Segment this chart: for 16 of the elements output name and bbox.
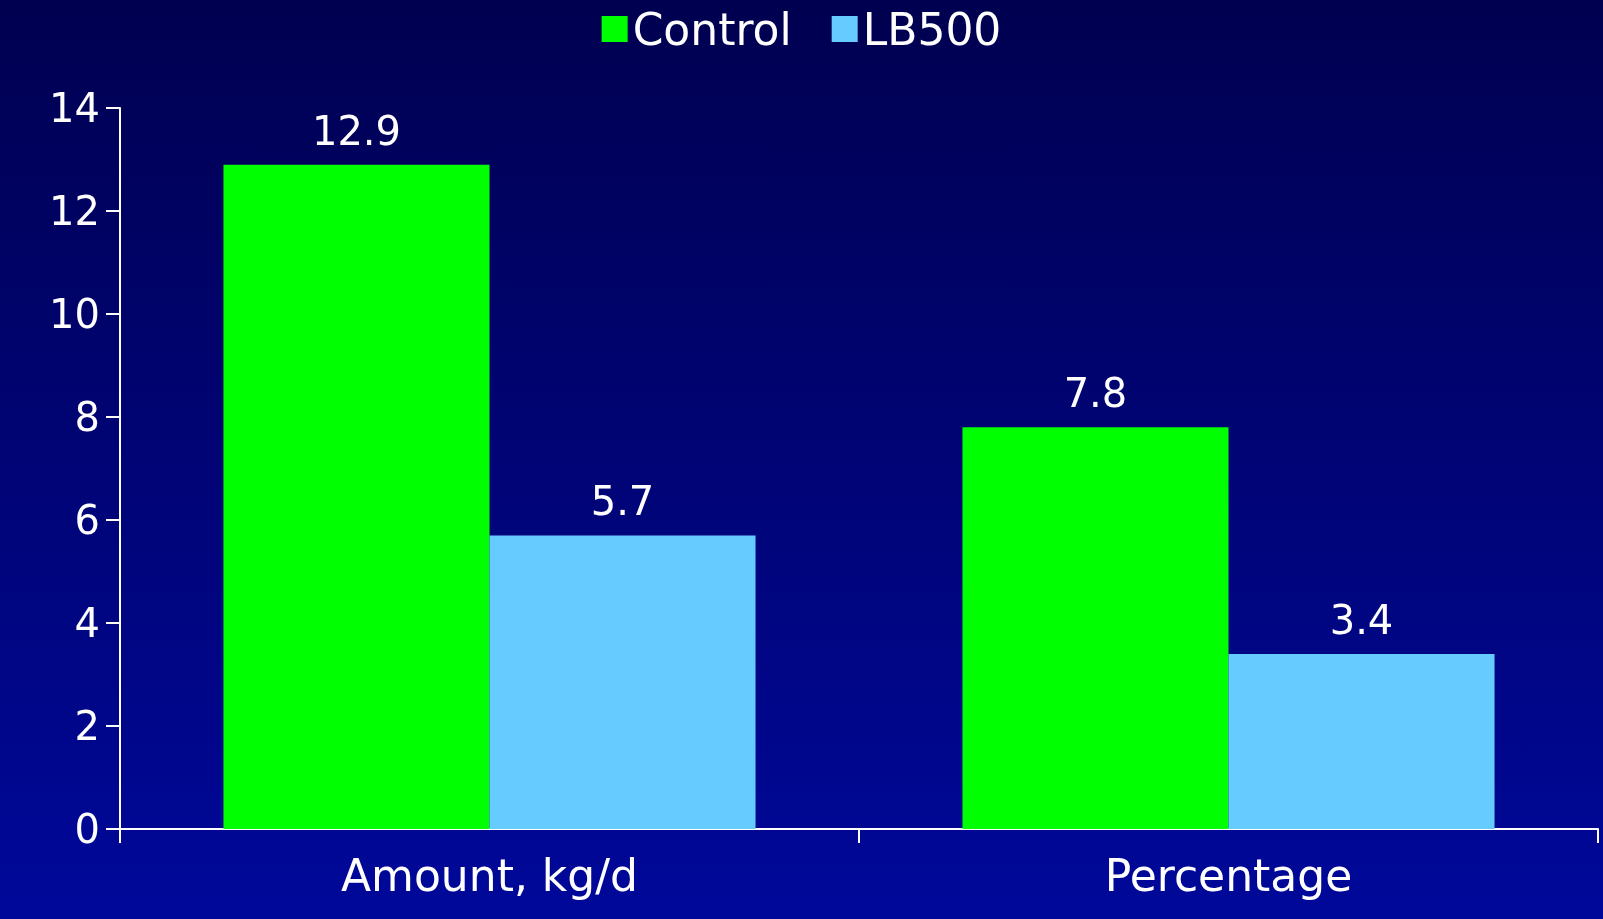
- y-tick-label: 12: [49, 188, 100, 234]
- legend-label: Control: [632, 3, 792, 55]
- data-label: 7.8: [1063, 370, 1128, 417]
- data-label: 3.4: [1329, 596, 1394, 643]
- y-tick-label: 2: [74, 703, 100, 749]
- legend-label: LB500: [862, 3, 1002, 55]
- data-label: 5.7: [590, 478, 655, 525]
- x-tick-label: Percentage: [1104, 849, 1353, 901]
- y-tick-label: 4: [74, 600, 100, 646]
- y-tick-label: 10: [49, 291, 100, 337]
- y-tick-label: 8: [74, 394, 100, 440]
- data-label: 12.9: [311, 107, 402, 154]
- x-tick-label: Amount, kg/d: [340, 849, 639, 901]
- y-tick-label: 0: [74, 806, 100, 852]
- y-tick-label: 6: [74, 497, 100, 543]
- y-tick-label: 14: [49, 85, 100, 131]
